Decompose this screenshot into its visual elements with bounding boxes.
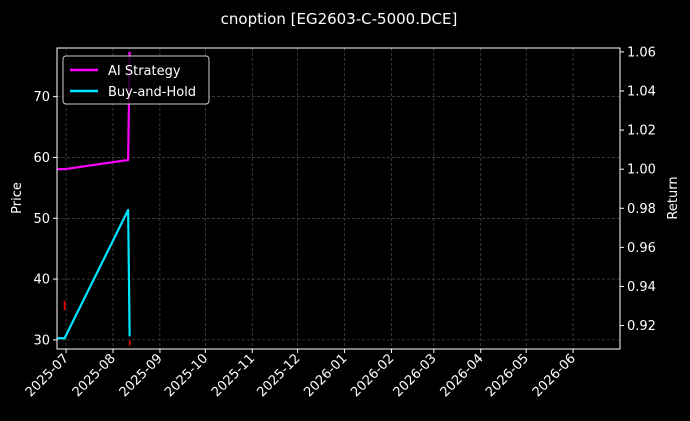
x-tick-label: 2025-11 xyxy=(209,351,258,400)
series-line-buy-and-hold xyxy=(57,208,131,340)
legend-box xyxy=(62,55,210,105)
x-tick-label: 2026-05 xyxy=(483,351,532,400)
y-left-tick-label: 30 xyxy=(33,333,50,348)
y-right-tick-label: 0.98 xyxy=(627,202,656,217)
x-tick-label: 2025-09 xyxy=(117,351,166,400)
chart-title: cnoption [EG2603-C-5000.DCE] xyxy=(221,10,458,28)
y-right-tick-label: 1.00 xyxy=(627,163,656,178)
x-tick-label: 2025-10 xyxy=(162,351,211,400)
x-axis: 2025-072025-082025-092025-102025-112025-… xyxy=(23,349,579,400)
x-tick-label: 2025-12 xyxy=(254,351,303,400)
y-axis-right: 0.92 0.94 0.96 0.98 1.00 1.02 1.04 1.06 xyxy=(620,45,656,334)
series-lines xyxy=(57,51,131,340)
x-tick-label: 2026-01 xyxy=(301,351,350,400)
y-axis-left-label: Price xyxy=(10,182,25,214)
y-left-tick-label: 70 xyxy=(33,90,50,105)
x-tick-label: 2026-02 xyxy=(348,351,397,400)
y-right-tick-label: 1.06 xyxy=(627,45,656,60)
y-axis-left: 30 40 50 60 70 xyxy=(33,90,57,348)
y-left-tick-label: 40 xyxy=(33,273,50,288)
trade-markers xyxy=(63,300,131,346)
y-axis-right-label: Return xyxy=(666,176,681,219)
legend-label-buy-and-hold: Buy-and-Hold xyxy=(108,85,196,100)
series-line-ai-strategy xyxy=(57,51,131,171)
y-right-tick-label: 1.04 xyxy=(627,85,656,100)
y-right-tick-label: 0.92 xyxy=(627,319,656,334)
x-tick-label: 2026-03 xyxy=(391,351,440,400)
x-tick-label: 2026-06 xyxy=(530,351,579,400)
legend: AI Strategy Buy-and-Hold xyxy=(62,55,210,105)
legend-label-ai-strategy: AI Strategy xyxy=(108,64,181,79)
y-right-tick-label: 0.96 xyxy=(627,241,656,256)
plot-frame xyxy=(56,47,621,350)
grid xyxy=(57,48,620,349)
x-tick-label: 2026-04 xyxy=(438,351,487,400)
y-left-tick-label: 60 xyxy=(33,151,50,166)
y-left-tick-label: 50 xyxy=(33,212,50,227)
x-tick-label: 2025-08 xyxy=(70,351,119,400)
y-right-tick-label: 0.94 xyxy=(627,280,656,295)
y-right-tick-label: 1.02 xyxy=(627,124,656,139)
x-tick-label: 2025-07 xyxy=(23,351,72,400)
